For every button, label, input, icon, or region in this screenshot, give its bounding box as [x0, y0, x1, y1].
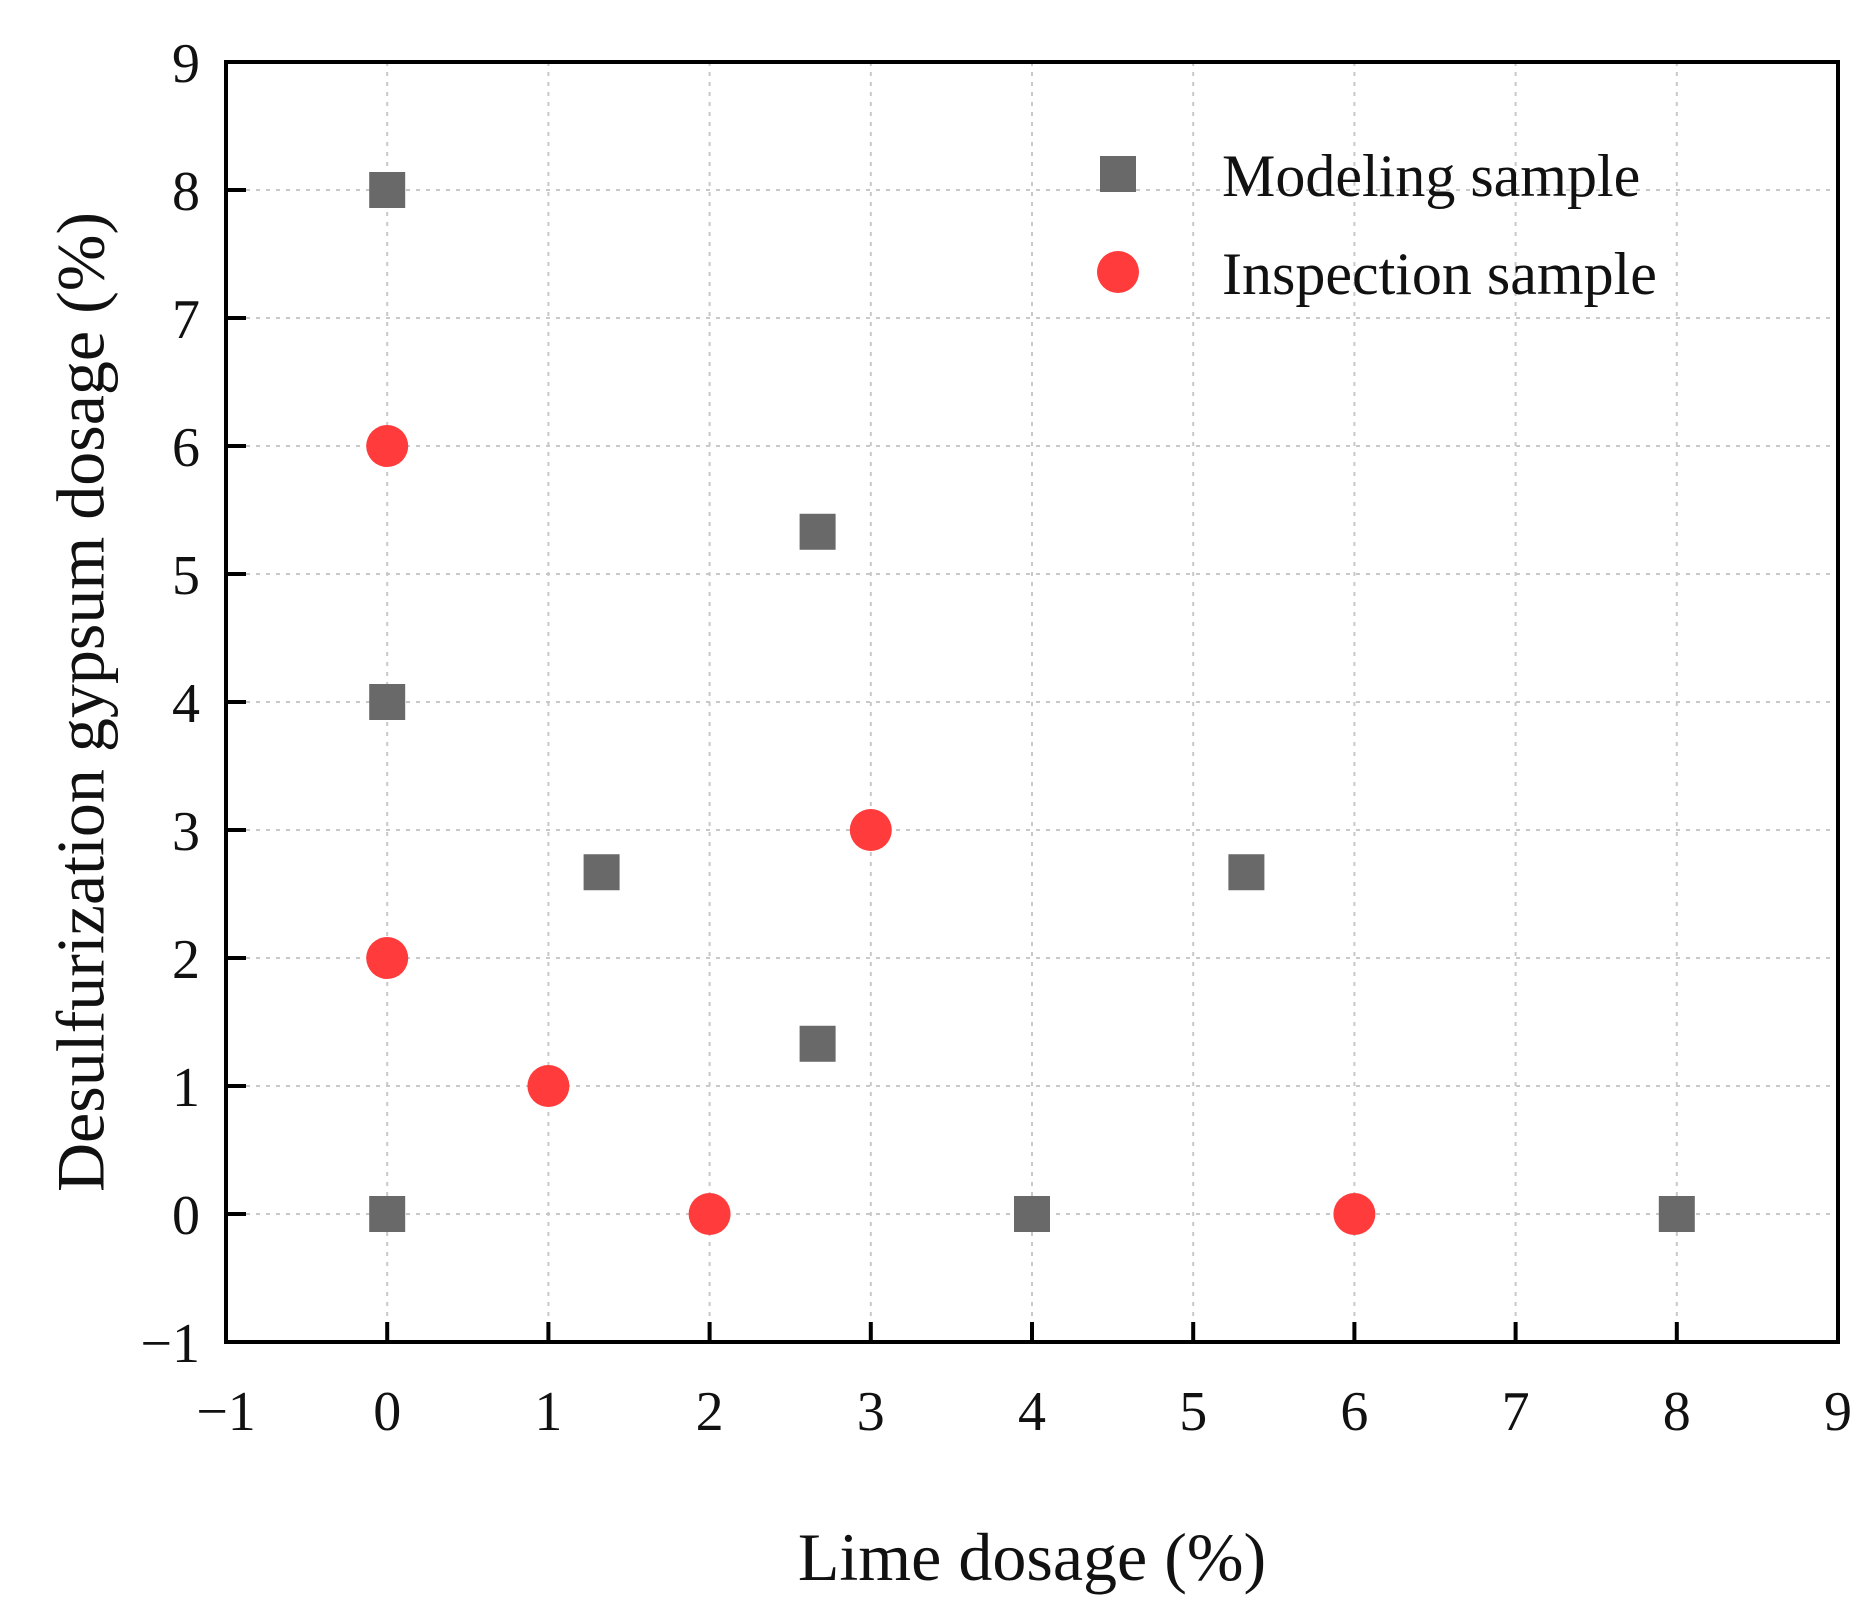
y-tick-label: 7	[172, 289, 200, 351]
x-tick-label: 1	[534, 1381, 562, 1443]
inspection-sample-point	[527, 1065, 570, 1107]
y-tick-label: 2	[172, 929, 200, 991]
x-tick-label: 9	[1824, 1381, 1852, 1443]
y-tick-label: 5	[172, 545, 200, 607]
x-tick-label: 7	[1502, 1381, 1530, 1443]
grid	[226, 62, 1838, 1342]
inspection-sample-point	[849, 809, 892, 851]
y-tick-label: 9	[172, 33, 200, 95]
y-tick-label: 1	[172, 1057, 200, 1119]
modeling-sample-point	[1228, 854, 1265, 891]
modeling-sample-point	[799, 1025, 836, 1062]
modeling-sample-point	[1014, 1196, 1050, 1232]
y-tick-labels: −1 0 1 2 3 4 5 6 7 8 9	[140, 33, 200, 1375]
x-tick-label: 0	[373, 1381, 401, 1443]
x-tick-label: 2	[696, 1381, 724, 1443]
y-axis-title: Desulfurization gypsum dosage (%)	[43, 212, 119, 1192]
legend-marker-inspection-sample	[1097, 251, 1139, 293]
data-markers	[366, 172, 1695, 1235]
legend-marker-modeling-sample	[1100, 156, 1136, 192]
y-tick-label: 6	[172, 417, 200, 479]
x-tick-label: −1	[196, 1381, 256, 1443]
plot-frame	[224, 60, 1840, 1344]
modeling-sample-point	[369, 684, 406, 720]
x-tick-label: 5	[1179, 1381, 1207, 1443]
inspection-sample-point	[688, 1193, 731, 1235]
x-tick-label: 3	[857, 1381, 885, 1443]
y-tick-label: 8	[172, 161, 200, 223]
x-tick-label: 6	[1340, 1381, 1368, 1443]
y-tick-label: 3	[172, 801, 200, 863]
inspection-sample-point	[366, 937, 409, 979]
modeling-sample-point	[369, 172, 406, 208]
modeling-sample-point	[583, 854, 620, 891]
legend-label-modeling-sample: Modeling sample	[1222, 143, 1640, 209]
modeling-sample-point	[799, 513, 836, 550]
legend: Modeling sample Inspection sample	[1097, 143, 1657, 307]
inspection-sample-point	[1333, 1193, 1376, 1235]
modeling-sample-point	[369, 1196, 406, 1232]
x-tick-labels: −1 0 1 2 3 4 5 6 7 8 9	[196, 1381, 1852, 1443]
x-tick-label: 4	[1018, 1381, 1046, 1443]
inspection-sample-point	[366, 425, 409, 467]
modeling-sample-point	[1658, 1196, 1695, 1232]
legend-label-inspection-sample: Inspection sample	[1222, 241, 1657, 307]
y-tick-label: 0	[172, 1185, 200, 1247]
ticks	[226, 188, 1679, 1342]
y-tick-label: −1	[140, 1313, 200, 1375]
x-tick-label: 8	[1663, 1381, 1691, 1443]
y-tick-label: 4	[172, 673, 200, 735]
x-axis-title: Lime dosage (%)	[798, 1519, 1266, 1595]
